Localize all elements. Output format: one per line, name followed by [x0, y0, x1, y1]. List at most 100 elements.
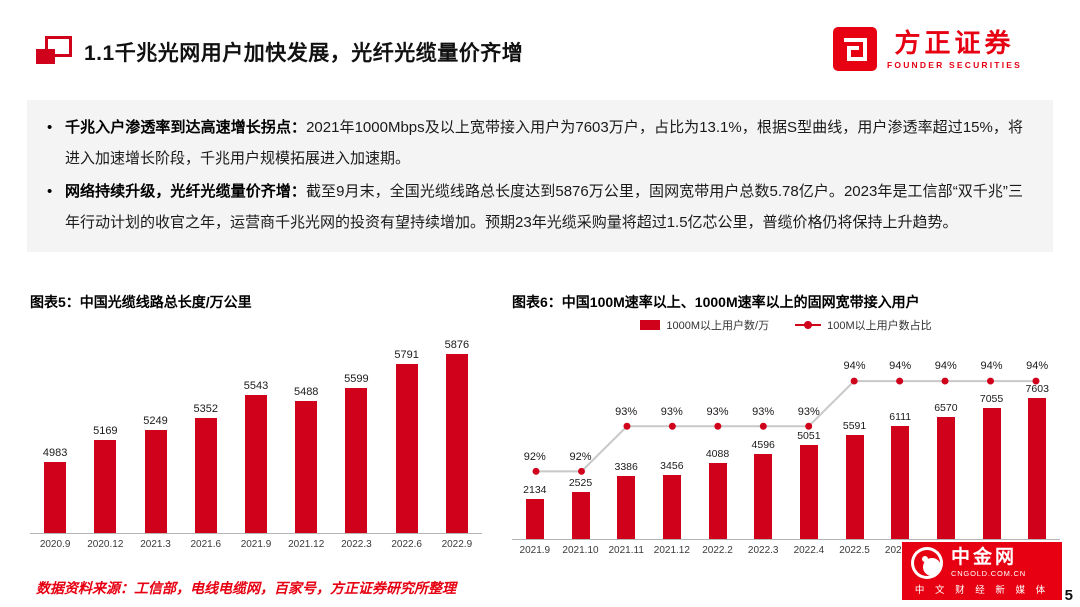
bullet-lead: 网络持续升级，光纤光缆量价齐增： [65, 183, 306, 200]
watermark-domain: CNGOLD.COM.CN [951, 569, 1026, 578]
bar-column: 5543 [231, 379, 281, 533]
line-point-marker [623, 422, 631, 430]
x-axis-label: 2021.9 [519, 545, 551, 556]
bar-value-label: 4983 [42, 447, 68, 460]
bar-value-label: 7055 [979, 393, 1004, 406]
bar-value-label: 4596 [751, 438, 775, 451]
bar [345, 387, 368, 533]
bar-column: 2525 [558, 477, 604, 539]
line-point-marker [714, 422, 722, 430]
line-point-marker [941, 377, 949, 385]
chart6-plot: 2134 92% 2525 92% 3386 93% 3456 93% 4088 93% 4596 9… [512, 336, 1060, 556]
legend-line-label: 100M以上用户数占比 [827, 320, 932, 332]
bar [662, 474, 681, 539]
logo-name-en: FOUNDER SECURITIES [887, 59, 1022, 70]
x-axis-label: 2022.5 [839, 545, 870, 556]
chart5-plot: 4983 5169 5249 5352 5543 5488 5599 5791 5876 202… [30, 328, 482, 550]
bar-value-label: 5791 [394, 349, 419, 362]
cngold-logo-icon [911, 547, 943, 579]
bar-value-label: 5488 [293, 386, 319, 399]
bar [617, 476, 636, 539]
bar-column: 6570 [923, 402, 969, 539]
cngold-watermark: 中金网 CNGOLD.COM.CN 中 文 财 经 新 媒 体 [902, 542, 1062, 600]
line-point-marker [578, 467, 585, 475]
bar [44, 462, 67, 533]
line-point-label: 92% [523, 451, 546, 463]
bar-column: 7055 [969, 393, 1015, 539]
bar [845, 435, 864, 539]
x-axis-label: 2021.12 [288, 539, 325, 550]
bar-value-label: 2525 [568, 477, 593, 490]
title-marker-icon [36, 36, 72, 64]
chart6-bars-area: 2134 92% 2525 92% 3386 93% 3456 93% 4088 93% 4596 9… [512, 336, 1060, 540]
bar-column: 7603 [1014, 383, 1060, 539]
page-number: 5 [1064, 587, 1073, 604]
legend-item-bars: 1000M以上用户数/万 [640, 317, 769, 333]
bar-column: 2134 [512, 484, 558, 539]
bar-value-label: 7603 [1025, 383, 1049, 395]
legend-line-swatch [795, 321, 822, 329]
bar [194, 417, 217, 533]
line-point-marker [805, 422, 813, 430]
bar-value-label: 3386 [614, 461, 638, 474]
chart6-title: 图表6：中国100M速率以上、1000M速率以上的固网宽带接入用户 [512, 294, 920, 310]
bullet-lead: 千兆入户渗透率到达高速增长拐点： [65, 119, 307, 136]
line-point-label: 92% [569, 451, 592, 463]
bar [982, 408, 1001, 539]
bar-value-label: 5169 [93, 424, 118, 437]
page-title: 1.1千兆光网用户加快发展，光纤光缆量价齐增 [84, 42, 524, 65]
bar [445, 354, 468, 533]
bar-value-label: 5051 [797, 430, 821, 443]
bar [754, 453, 773, 539]
x-axis-label: 2021.10 [562, 545, 599, 556]
bullet-text: 2021年1000Mbps及以上宽带接入用户为7603万户，占比为13.1%，根… [65, 119, 1023, 167]
bar-column: 5488 [281, 386, 331, 533]
header: 1.1千兆光网用户加快发展，光纤光缆量价齐增 方正证券 FOUNDER SECU… [36, 24, 1050, 84]
bar-value-label: 5249 [143, 415, 168, 428]
watermark-name: 中金网 [951, 547, 1018, 568]
line-point-label: 94% [980, 360, 1003, 373]
line-point-marker [896, 377, 904, 385]
bar [799, 445, 818, 539]
bar-column: 5599 [331, 373, 381, 533]
bar [94, 439, 117, 533]
bar-value-label: 5599 [344, 372, 369, 385]
line-point-marker [532, 467, 540, 475]
line-point-label: 94% [843, 360, 866, 373]
x-axis-label: 2021.12 [653, 545, 690, 556]
data-source-note: 数据资料来源：工信部，电线电缆网，百家号，方正证券研究所整理 [36, 580, 456, 596]
watermark-tagline: 中 文 财 经 新 媒 体 [914, 585, 1050, 596]
bar-value-label: 6111 [889, 410, 912, 423]
founder-logo-icon [833, 27, 877, 71]
x-axis-label: 2022.4 [793, 545, 825, 556]
chart5-x-axis: 2020.9 2020.12 2021.3 2021.6 2021.9 2021.12 20… [30, 534, 482, 550]
chart-broadband-users: 图表6：中国100M速率以上、1000M速率以上的固网宽带接入用户 1000M以… [512, 292, 1060, 556]
bar-value-label: 2134 [523, 484, 547, 497]
bar-column: 4088 [695, 448, 741, 539]
logo-name-cn: 方正证券 [894, 27, 1015, 58]
chart5-title: 图表5：中国光缆线路总长度/万公里 [30, 294, 252, 310]
x-axis-label: 2021.9 [240, 539, 272, 550]
bullet-dot: • [47, 119, 53, 136]
line-point-label: 93% [752, 405, 775, 418]
legend-item-line: 100M以上用户数占比 [795, 317, 932, 333]
bar-value-label: 5543 [243, 379, 269, 392]
x-axis-label: 2022.9 [441, 539, 473, 550]
bar-column: 4596 [740, 439, 786, 539]
line-point-label: 93% [615, 405, 638, 418]
bar [571, 492, 590, 539]
line-point-label: 94% [889, 360, 912, 373]
bar-column: 5352 [181, 403, 231, 533]
bar-value-label: 5352 [193, 402, 218, 415]
bar-column: 3386 [603, 461, 649, 539]
x-axis-label: 2021.3 [140, 539, 171, 550]
bar-column: 5249 [130, 415, 180, 533]
founder-securities-logo: 方正证券 FOUNDER SECURITIES [832, 26, 1022, 72]
bar-value-label: 6570 [934, 402, 958, 415]
line-point-label: 93% [706, 405, 729, 418]
bar-column: 6111 [877, 411, 923, 539]
bullet-dot: • [47, 183, 53, 200]
line-point-label: 93% [797, 405, 820, 418]
bar-column: 5051 [786, 430, 832, 539]
